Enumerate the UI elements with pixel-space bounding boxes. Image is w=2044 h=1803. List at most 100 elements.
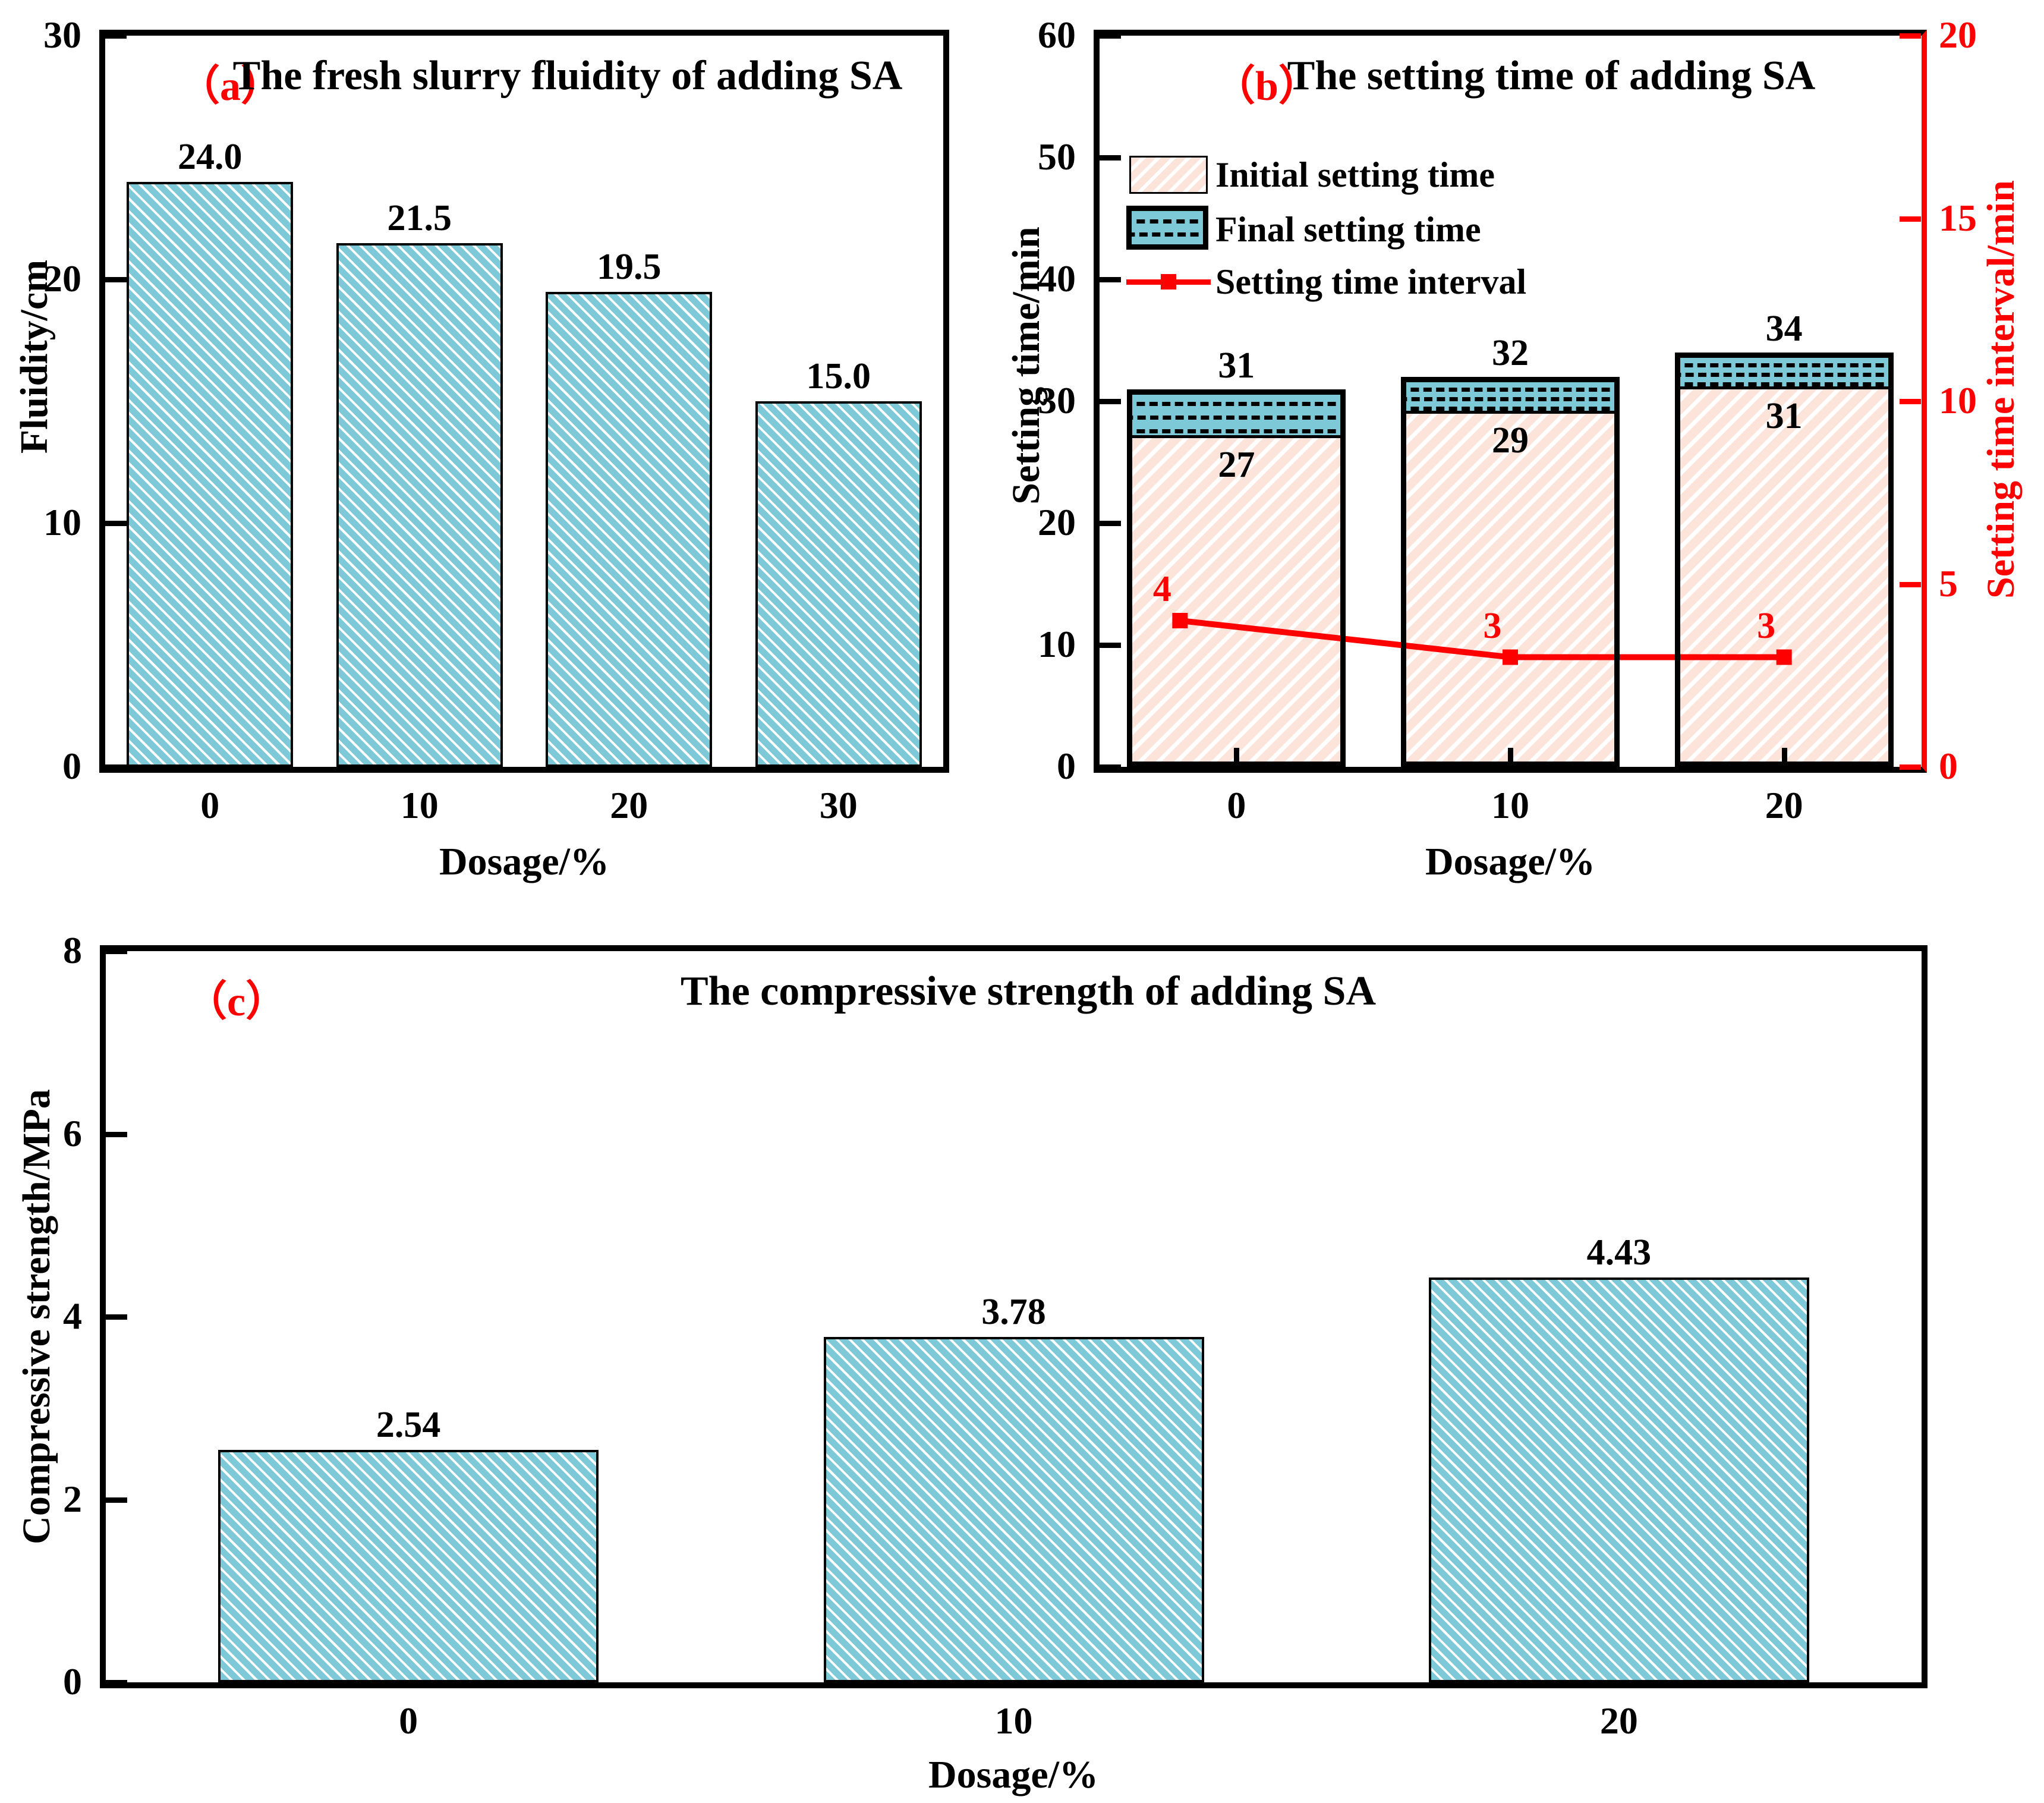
bar-value-label: 15.0 (806, 356, 871, 397)
interval-value-label: 4 (1152, 569, 1171, 609)
interval-value-label: 3 (1757, 605, 1776, 646)
panel-b-title: The setting time of adding SA (1287, 53, 1816, 99)
y-tick-mark (1100, 33, 1121, 39)
y-tick-mark (105, 764, 127, 770)
x-tick-label: 10 (994, 1700, 1033, 1742)
bar-value-label: 4.43 (1586, 1232, 1652, 1273)
stacked-bar-initial-label: 27 (1218, 444, 1255, 485)
y-tick-label: 0 (1057, 745, 1076, 787)
x-tick-label: 20 (1765, 784, 1803, 826)
bar-value-label: 21.5 (387, 197, 452, 238)
y-tick-mark (1100, 764, 1121, 770)
x-tick-mark (1508, 748, 1513, 767)
stacked-bar-initial-fill (1401, 377, 1620, 767)
stacked-bar-total-label: 34 (1765, 309, 1803, 349)
panel-c-tag: （c） (185, 979, 288, 1025)
y-tick-label: 20 (1038, 501, 1076, 543)
y-tick-label-right: 0 (1939, 745, 1958, 787)
panel-a-xlabel: Dosage/% (439, 840, 609, 883)
bar-c-20 (1428, 1277, 1809, 1682)
y-tick-mark (106, 1680, 127, 1685)
y-tick-label: 10 (1038, 623, 1076, 665)
y-tick-label: 60 (1038, 14, 1076, 56)
y-tick-mark-right (1900, 33, 1921, 39)
cap-dash-row (1132, 401, 1341, 406)
panel-c-title: The compressive strength of adding SA (680, 968, 1377, 1014)
bar-value-label: 24.0 (178, 137, 242, 177)
y-tick-mark-right (1900, 216, 1921, 222)
stacked-bar-final-cap (1406, 382, 1614, 414)
cap-dash-row (1406, 387, 1614, 392)
y-tick-mark (1100, 643, 1121, 648)
bar-value-label: 19.5 (597, 246, 662, 287)
y-tick-label: 4 (63, 1295, 82, 1337)
bar-a-20 (546, 291, 713, 767)
stacked-bar-final-cap (1680, 358, 1888, 389)
y-tick-mark-right (1900, 764, 1921, 770)
y-tick-label: 40 (1038, 257, 1076, 300)
legend-label-setting-time-interval: Setting time interval (1215, 262, 1527, 301)
legend-label-initial-setting-time: Initial setting time (1215, 155, 1495, 194)
x-tick-label: 0 (200, 784, 220, 826)
y-tick-mark (106, 1497, 127, 1503)
x-tick-label: 20 (610, 784, 648, 826)
stacked-bar-total-label: 31 (1218, 345, 1255, 386)
x-tick-label: 10 (1491, 784, 1529, 826)
cap-dash-row (1406, 397, 1614, 401)
y-tick-label: 50 (1038, 136, 1076, 178)
y-tick-label: 8 (63, 929, 82, 971)
legend-swatch-final-setting-time (1126, 206, 1208, 250)
panel-c-xlabel: Dosage/% (928, 1753, 1098, 1796)
cap-dash-row (1680, 363, 1888, 367)
legend-marker-square (1161, 274, 1176, 290)
x-tick-label: 20 (1599, 1700, 1638, 1742)
y-tick-label-right: 5 (1939, 562, 1958, 605)
y-tick-label-right: 10 (1939, 379, 1977, 421)
legend-label-final-setting-time: Final setting time (1215, 210, 1481, 249)
stacked-bar-initial-fill (1674, 353, 1894, 767)
y-tick-label: 20 (43, 257, 81, 300)
x-tick-label: 30 (819, 784, 858, 826)
y-tick-label: 6 (63, 1112, 82, 1154)
x-tick-label: 0 (1227, 784, 1246, 826)
y-tick-mark (1100, 277, 1121, 282)
y-tick-mark-right (1900, 399, 1921, 404)
legend-swatch-initial-setting-time (1129, 156, 1208, 194)
y-tick-label: 0 (63, 1660, 82, 1703)
bar-value-label: 3.78 (981, 1291, 1046, 1332)
cap-dash-row (1406, 406, 1614, 411)
x-tick-label: 10 (400, 784, 439, 826)
y-tick-label: 2 (63, 1477, 82, 1520)
y-tick-label: 0 (62, 745, 81, 787)
x-tick-label: 0 (399, 1700, 418, 1742)
panel-b-xlabel: Dosage/% (1425, 840, 1595, 883)
cap-dash-row (1132, 429, 1341, 433)
stacked-bar-final-cap (1132, 394, 1341, 438)
bar-c-0 (218, 1450, 599, 1682)
y-tick-label: 30 (43, 14, 81, 56)
y-tick-mark (1100, 399, 1121, 404)
cap-dash-row (1680, 372, 1888, 377)
stacked-bar-initial-label: 31 (1765, 395, 1803, 436)
y-tick-mark-right (1900, 581, 1921, 587)
legend-dash-row (1132, 219, 1203, 224)
panel-b-tag: （b） (1214, 64, 1320, 109)
y-tick-mark (1100, 521, 1121, 526)
x-tick-mark (1234, 748, 1240, 767)
bar-a-0 (127, 182, 294, 767)
legend-dash-row (1132, 232, 1203, 237)
y-tick-label: 10 (43, 501, 81, 543)
stacked-bar-initial-label: 29 (1492, 420, 1529, 461)
y-tick-mark (1100, 155, 1121, 161)
y-tick-mark (105, 33, 127, 39)
y-tick-mark (106, 949, 127, 954)
y-tick-mark (106, 1314, 127, 1320)
y-tick-label: 30 (1038, 379, 1076, 421)
panel-a-title: The fresh slurry fluidity of adding SA (232, 53, 903, 99)
stacked-bar-initial-fill (1127, 389, 1346, 767)
bar-value-label: 2.54 (376, 1405, 441, 1446)
y-tick-label-right: 15 (1939, 196, 1977, 239)
bar-c-10 (823, 1336, 1204, 1682)
bar-a-30 (755, 401, 922, 767)
